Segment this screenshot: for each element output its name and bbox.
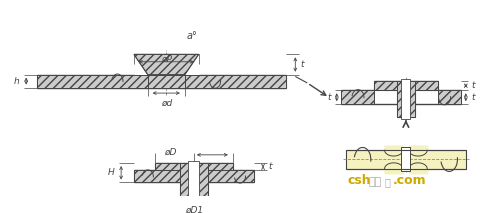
Bar <box>208 170 254 183</box>
Text: t: t <box>269 162 272 171</box>
Bar <box>148 75 185 88</box>
Bar <box>397 81 415 117</box>
Text: t: t <box>328 93 331 102</box>
Text: t: t <box>471 81 475 90</box>
Text: .com: .com <box>393 174 427 187</box>
Text: h: h <box>14 77 20 86</box>
Bar <box>438 90 461 104</box>
Bar <box>155 163 180 170</box>
Bar <box>37 75 148 88</box>
Text: t: t <box>471 93 475 102</box>
Polygon shape <box>134 54 198 75</box>
Text: øD1: øD1 <box>185 206 203 213</box>
Bar <box>401 147 410 171</box>
Text: øP: øP <box>161 55 172 63</box>
Text: a°: a° <box>186 32 197 42</box>
Bar <box>188 161 199 198</box>
Bar <box>401 79 410 119</box>
Bar <box>346 150 466 169</box>
Text: ød: ød <box>161 99 172 108</box>
Bar <box>134 170 180 183</box>
Text: H: H <box>108 168 115 177</box>
Bar <box>341 90 374 104</box>
Text: øD: øD <box>164 148 176 157</box>
Bar <box>374 81 397 90</box>
Bar <box>415 81 438 90</box>
Text: 机器: 机器 <box>368 177 381 187</box>
Bar <box>185 75 286 88</box>
Bar <box>180 163 208 196</box>
Bar <box>208 163 232 170</box>
Text: 家: 家 <box>385 177 391 187</box>
Text: t: t <box>301 60 304 69</box>
Text: csh: csh <box>348 174 371 187</box>
